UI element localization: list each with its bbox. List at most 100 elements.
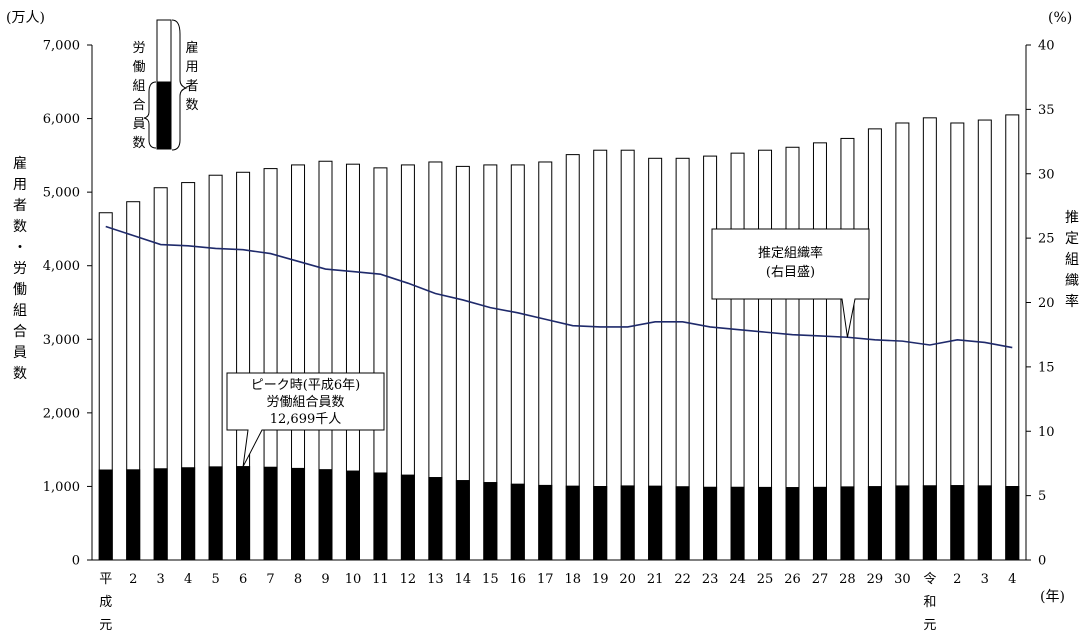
left-axis-title-char: 働 (13, 282, 27, 298)
left-axis-title-char: 雇 (13, 155, 27, 172)
x-tick-label-line: 10 (345, 572, 362, 587)
x-tick-label: 28 (839, 572, 856, 587)
right-tick-label: 35 (1038, 103, 1055, 118)
x-tick-label: 12 (400, 572, 417, 587)
union-member-bar (181, 467, 196, 561)
peak-callout-text: ピーク時(平成6年) (251, 378, 360, 393)
x-tick-label-line: 成 (99, 595, 112, 610)
legend-inner-label-char: 数 (132, 136, 145, 151)
union-member-bar (373, 472, 388, 561)
x-tick-label-line: 20 (619, 572, 636, 587)
x-tick-label-line: 2 (953, 572, 961, 587)
right-axis-title: 推定組織率 (1065, 210, 1079, 310)
legend-inner-label-char: 労 (132, 41, 145, 56)
x-tick-label-line: 17 (537, 572, 554, 587)
right-tick-label: 30 (1038, 167, 1055, 182)
legend-inner-label-char: 働 (132, 60, 145, 75)
union-member-bar (675, 486, 690, 561)
x-tick-label: 29 (867, 572, 884, 587)
x-tick-label: 21 (647, 572, 664, 587)
right-tick-label: 0 (1038, 554, 1046, 569)
bars-layer (98, 114, 1020, 561)
x-tick-label: 23 (702, 572, 719, 587)
right-axis-title-char: 率 (1065, 293, 1079, 310)
rate-callout-text: 推定組織率 (758, 245, 823, 261)
x-tick-label-line: 4 (1008, 572, 1016, 587)
left-tick-label: 2,000 (43, 406, 80, 421)
union-member-bar (620, 485, 635, 561)
union-member-bar (126, 469, 141, 561)
x-tick-label-line: 9 (321, 572, 329, 587)
x-tick-label: 令和元 (923, 572, 936, 633)
union-member-bar (840, 486, 855, 561)
x-tick-label: 3 (157, 572, 165, 587)
left-axis-title-char: 数 (13, 219, 27, 235)
x-tick-label-line: 2 (129, 572, 137, 587)
legend-inner-label-char: 組 (132, 79, 145, 94)
x-tick-label: 22 (674, 572, 691, 587)
left-tick-label: 4,000 (43, 259, 80, 274)
left-axis-title-char: 者 (13, 198, 27, 214)
x-tick-label: 5 (211, 572, 219, 587)
x-tick-label: 4 (184, 572, 192, 587)
union-member-bar (950, 485, 965, 561)
x-tick-label-line: 和 (923, 595, 936, 610)
legend-inner-brace (143, 81, 157, 149)
x-tick-label-line: 24 (729, 572, 746, 587)
x-tick-label: 30 (894, 572, 911, 587)
peak-callout-box (226, 372, 385, 467)
x-tick-label-line: 14 (455, 572, 472, 587)
right-axis-title-char: 推 (1065, 210, 1079, 226)
x-tick-label: 27 (812, 572, 829, 587)
left-tick-label: 6,000 (43, 112, 80, 127)
x-tick-label: 11 (372, 572, 389, 587)
left-tick-label: 0 (72, 554, 80, 569)
left-axis-title-char: ・ (13, 240, 27, 256)
x-tick-label: 26 (784, 572, 801, 587)
legend-outer-label-char: 雇 (185, 40, 198, 56)
right-tick-label: 25 (1038, 232, 1055, 247)
x-tick-label-line: 3 (157, 572, 165, 587)
right-tick-label: 20 (1038, 296, 1055, 311)
left-axis-title-char: 組 (13, 303, 27, 319)
x-tick-label: 平成元 (99, 572, 112, 633)
right-axis-title-char: 組 (1065, 252, 1079, 268)
x-tick-label-line: 28 (839, 572, 856, 587)
union-member-bar (483, 482, 498, 561)
union-member-bar (895, 485, 910, 561)
x-tick-label: 3 (981, 572, 989, 587)
x-tick-label-line: 15 (482, 572, 499, 587)
legend-outer-label-char: 数 (185, 98, 198, 113)
axes-layer: 0 1,000 2,000 3,000 4,000 5,000 6,000 7,000 0 5 10… (6, 10, 1079, 633)
x-tick-label-line: 元 (99, 618, 112, 632)
union-member-bar (345, 470, 360, 561)
x-tick-label: 18 (564, 572, 581, 587)
x-tick-label-line: 29 (867, 572, 884, 587)
x-tick-label-line: 7 (266, 572, 274, 587)
x-tick-label: 16 (510, 572, 527, 587)
union-member-bar (510, 483, 525, 561)
legend-outer-brace (171, 19, 188, 151)
x-tick-label-line: 23 (702, 572, 719, 587)
right-tick-label: 15 (1038, 360, 1055, 375)
x-tick-label: 20 (619, 572, 636, 587)
x-tick-label-line: 25 (757, 572, 774, 587)
x-unit-label: (年) (1040, 589, 1065, 605)
x-tick-label: 13 (427, 572, 444, 587)
union-member-bar (208, 466, 223, 561)
x-tick-label: 15 (482, 572, 499, 587)
x-tick-label-line: 元 (923, 618, 936, 632)
union-member-bar (785, 487, 800, 561)
right-tick-label: 40 (1038, 39, 1055, 54)
x-tick-label: 19 (592, 572, 609, 587)
x-tick-label-line: 令 (923, 572, 936, 587)
x-tick-label-line: 18 (564, 572, 581, 587)
union-member-bar (593, 486, 608, 561)
union-member-bar (153, 468, 168, 561)
x-tick-label-line: 平 (99, 572, 112, 587)
x-tick-label-line: 22 (674, 572, 691, 587)
x-tick-label: 8 (294, 572, 302, 587)
